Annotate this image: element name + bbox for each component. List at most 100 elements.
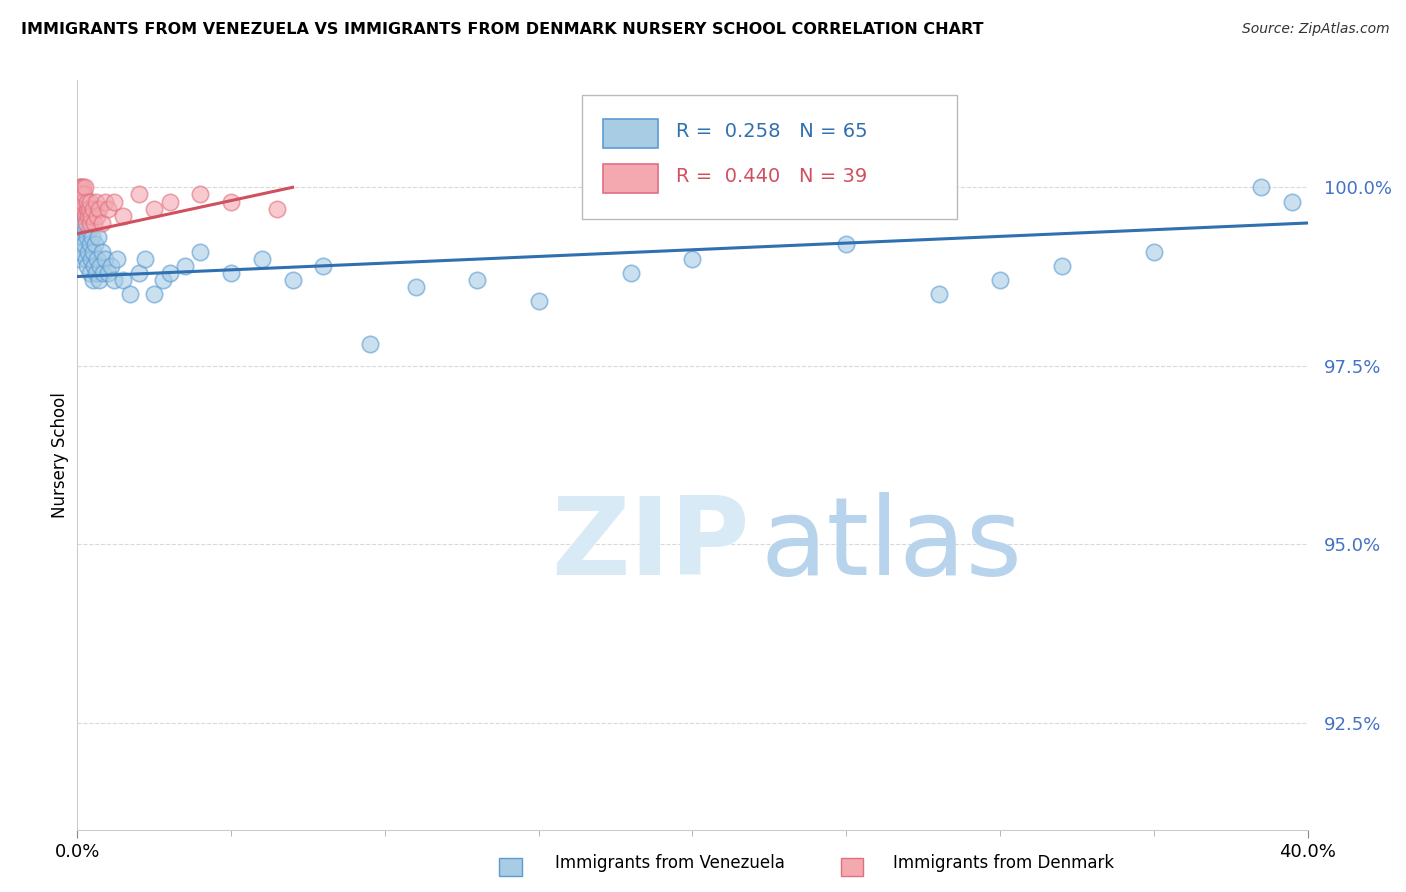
Point	[76, 202, 98, 216]
Point	[90, 244, 114, 259]
Point	[70, 187, 93, 202]
Point	[87, 202, 110, 216]
Point	[159, 194, 181, 209]
Point	[72, 202, 94, 216]
Point	[97, 266, 120, 280]
Point	[72, 180, 94, 194]
Point	[86, 209, 108, 223]
Point	[100, 259, 122, 273]
Point	[73, 180, 96, 194]
Point	[70, 194, 93, 209]
Point	[250, 252, 273, 266]
Point	[465, 273, 488, 287]
Point	[72, 216, 94, 230]
Point	[77, 202, 100, 216]
Point	[82, 202, 104, 216]
Point	[84, 194, 107, 209]
Point	[73, 209, 96, 223]
Point	[82, 230, 104, 244]
Point	[1250, 180, 1272, 194]
Point	[76, 230, 98, 244]
Point	[73, 223, 96, 237]
Point	[72, 194, 94, 209]
Point	[79, 237, 101, 252]
Point	[405, 280, 427, 294]
Point	[103, 273, 125, 287]
Point	[87, 230, 110, 244]
Point	[219, 194, 242, 209]
Point	[77, 244, 100, 259]
Point	[79, 266, 101, 280]
Point	[79, 194, 101, 209]
Point	[79, 216, 101, 230]
Point	[69, 237, 91, 252]
Point	[620, 266, 643, 280]
Point	[928, 287, 950, 301]
Text: Immigrants from Denmark: Immigrants from Denmark	[893, 855, 1114, 872]
Point	[72, 202, 94, 216]
Point	[835, 237, 858, 252]
Point	[112, 209, 135, 223]
Point	[70, 187, 93, 202]
Point	[94, 194, 117, 209]
Point	[266, 202, 288, 216]
Point	[82, 273, 104, 287]
Point	[69, 187, 91, 202]
Point	[93, 266, 115, 280]
Point	[527, 294, 550, 309]
Point	[159, 266, 181, 280]
Point	[70, 180, 93, 194]
Point	[682, 252, 704, 266]
Point	[143, 202, 166, 216]
Point	[94, 252, 117, 266]
Point	[69, 230, 91, 244]
Point	[359, 337, 381, 351]
Point	[128, 266, 150, 280]
Point	[134, 252, 156, 266]
Point	[80, 252, 103, 266]
Point	[152, 273, 174, 287]
Y-axis label: Nursery School: Nursery School	[51, 392, 69, 518]
Point	[988, 273, 1011, 287]
Point	[112, 273, 135, 287]
Point	[69, 180, 91, 194]
Bar	[603, 120, 658, 148]
FancyBboxPatch shape	[582, 95, 957, 219]
Text: Immigrants from Venezuela: Immigrants from Venezuela	[555, 855, 785, 872]
Point	[73, 187, 96, 202]
Point	[70, 216, 93, 230]
Point	[69, 180, 91, 194]
Point	[72, 230, 94, 244]
Point	[73, 209, 96, 223]
Point	[75, 216, 97, 230]
Point	[84, 266, 107, 280]
Point	[103, 194, 125, 209]
Point	[1050, 259, 1073, 273]
Point	[219, 266, 242, 280]
Point	[89, 259, 111, 273]
Text: IMMIGRANTS FROM VENEZUELA VS IMMIGRANTS FROM DENMARK NURSERY SCHOOL CORRELATION : IMMIGRANTS FROM VENEZUELA VS IMMIGRANTS …	[21, 22, 984, 37]
Text: Source: ZipAtlas.com: Source: ZipAtlas.com	[1241, 22, 1389, 37]
Point	[188, 187, 212, 202]
Point	[70, 209, 93, 223]
Point	[97, 202, 120, 216]
Point	[75, 252, 97, 266]
Point	[77, 223, 100, 237]
Point	[105, 252, 128, 266]
Point	[70, 244, 93, 259]
Point	[312, 259, 335, 273]
Point	[72, 223, 94, 237]
Point	[69, 194, 91, 209]
Text: atlas: atlas	[761, 491, 1022, 598]
Point	[87, 273, 110, 287]
Point	[67, 252, 90, 266]
Point	[188, 244, 212, 259]
Bar	[603, 164, 658, 193]
Point	[118, 287, 141, 301]
Point	[174, 259, 197, 273]
Point	[90, 216, 114, 230]
Point	[83, 216, 105, 230]
Point	[70, 194, 93, 209]
Point	[76, 259, 98, 273]
Point	[67, 202, 90, 216]
